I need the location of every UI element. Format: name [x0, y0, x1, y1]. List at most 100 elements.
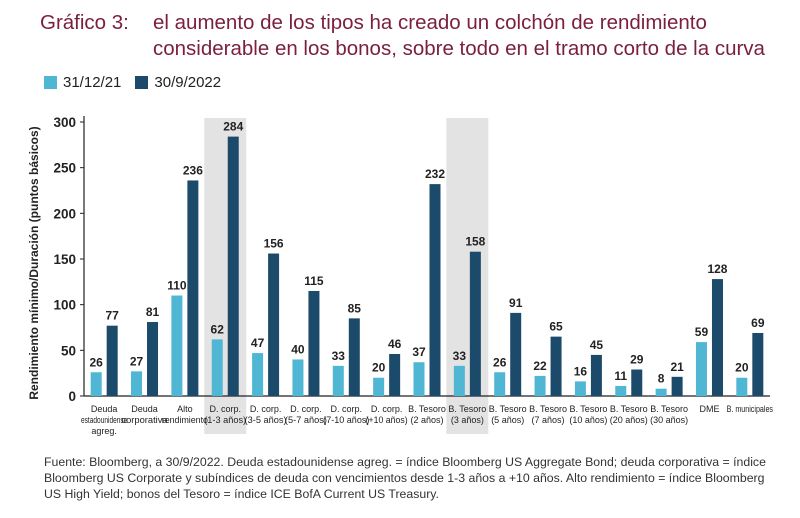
x-tick-label: (+10 años)	[366, 415, 408, 425]
data-label-1: 40	[291, 342, 305, 356]
x-tick-label: (7-10 años)	[323, 415, 369, 425]
bar-1	[252, 353, 264, 396]
bar-1	[695, 342, 707, 396]
bar-1	[494, 372, 506, 396]
data-label-2: 91	[509, 296, 523, 310]
data-label-2: 85	[348, 301, 362, 315]
chart-title-label: Gráfico 3:	[40, 11, 129, 34]
bar-2	[268, 253, 280, 396]
bar-2	[510, 312, 522, 396]
chart-title-line-1: el aumento de los tipos ha creado un col…	[153, 11, 707, 34]
bar-1	[90, 372, 102, 396]
highlight-band	[446, 118, 489, 434]
legend-label-series-1: 31/12/21	[63, 73, 122, 91]
bar-2	[106, 325, 118, 396]
bar-2	[308, 290, 320, 396]
bar-2	[550, 336, 562, 396]
y-tick-label: 100	[53, 298, 76, 313]
bar-1	[211, 339, 223, 396]
x-tick-label: (5 años)	[491, 415, 524, 425]
legend-swatch-series-2	[135, 75, 149, 89]
highlight-band	[204, 118, 247, 434]
data-label-2: 65	[549, 320, 563, 334]
x-tick-label: B. municipales	[727, 404, 774, 414]
x-tick-label: estadounidense	[81, 415, 127, 425]
x-tick-label: agreg.	[91, 426, 117, 436]
data-label-2: 46	[388, 337, 402, 351]
x-tick-label: (7 años)	[532, 415, 565, 425]
x-tick-label: B. Tesoro	[408, 404, 446, 414]
data-label-1: 20	[372, 361, 386, 375]
x-tick-label: (20 años)	[610, 415, 648, 425]
bar-chart: 0 50 100 150 200 250 300 Rendimiento mínimo/Dur…	[27, 115, 774, 436]
x-tick-label: (1-3 años)	[204, 415, 246, 425]
x-tick-label: (30 años)	[650, 415, 688, 425]
x-tick-label: corporativa	[121, 415, 167, 425]
bar-2	[469, 251, 481, 396]
bar-2	[227, 136, 239, 396]
data-label-2: 69	[751, 316, 765, 330]
y-tick-label: 50	[61, 343, 76, 358]
data-label-2: 77	[105, 309, 119, 323]
data-label-1: 47	[251, 336, 265, 350]
data-label-1: 16	[574, 364, 588, 378]
x-tick-label: Deuda	[91, 404, 118, 414]
legend-item-series-2: 30/9/2022	[135, 74, 221, 91]
y-tick-label: 300	[53, 115, 76, 130]
bar-2	[671, 376, 683, 396]
data-label-2: 45	[590, 338, 604, 352]
x-tick-label: D. corp.	[371, 404, 403, 414]
data-label-2: 21	[670, 360, 684, 374]
x-tick-label: B. Tesoro	[448, 404, 486, 414]
data-label-1: 59	[695, 325, 709, 339]
x-tick-label: Deuda	[131, 404, 158, 414]
bar-1	[373, 377, 385, 396]
data-label-1: 33	[332, 349, 346, 363]
x-tick-label: B. Tesoro	[489, 404, 527, 414]
data-label-2: 284	[223, 120, 243, 134]
data-label-1: 20	[735, 361, 749, 375]
bar-1	[413, 362, 425, 396]
data-label-2: 236	[183, 163, 203, 177]
bar-1	[574, 381, 586, 396]
data-label-1: 26	[89, 355, 103, 369]
x-tick-label: rendimiento	[162, 415, 208, 425]
data-label-2: 29	[630, 353, 644, 367]
bar-2	[348, 318, 360, 396]
x-tick-label: (10 años)	[569, 415, 607, 425]
data-label-1: 62	[211, 322, 225, 336]
data-label-2: 232	[425, 167, 445, 181]
y-tick-label: 150	[53, 252, 76, 267]
bar-2	[389, 353, 401, 396]
source-note: Fuente: Bloomberg, a 30/9/2022. Deuda es…	[44, 455, 766, 501]
y-tick-label: 200	[53, 206, 76, 221]
bar-2	[752, 332, 764, 396]
x-tick-label: B. Tesoro	[650, 404, 688, 414]
data-label-2: 81	[146, 305, 160, 319]
bar-1	[171, 295, 183, 396]
bar-2	[631, 369, 643, 396]
legend-label-series-2: 30/9/2022	[154, 73, 222, 91]
x-tick-label: Alto	[177, 404, 193, 414]
x-tick-label: (5-7 años)	[285, 415, 327, 425]
x-tick-label: B. Tesoro	[569, 404, 607, 414]
data-label-1: 37	[412, 345, 426, 359]
legend: 31/12/21 30/9/2022	[44, 72, 235, 92]
bar-1	[655, 388, 667, 396]
bar-1	[453, 365, 465, 396]
bar-1	[615, 385, 627, 396]
bar-2	[590, 354, 602, 396]
data-label-1: 8	[658, 372, 665, 386]
data-label-1: 33	[453, 349, 467, 363]
x-tick-label: D. corp.	[209, 404, 241, 414]
x-tick-label: (3 años)	[451, 415, 484, 425]
y-axis-label: Rendimiento mínimo/Duración (puntos bási…	[27, 126, 41, 399]
bar-1	[131, 371, 143, 396]
bar-2	[147, 322, 159, 396]
bar-2	[187, 180, 199, 396]
bar-1	[292, 359, 304, 396]
x-tick-label: D. corp.	[290, 404, 322, 414]
x-tick-label: D. corp.	[250, 404, 282, 414]
data-label-2: 128	[707, 262, 727, 276]
bar-2	[429, 184, 441, 396]
